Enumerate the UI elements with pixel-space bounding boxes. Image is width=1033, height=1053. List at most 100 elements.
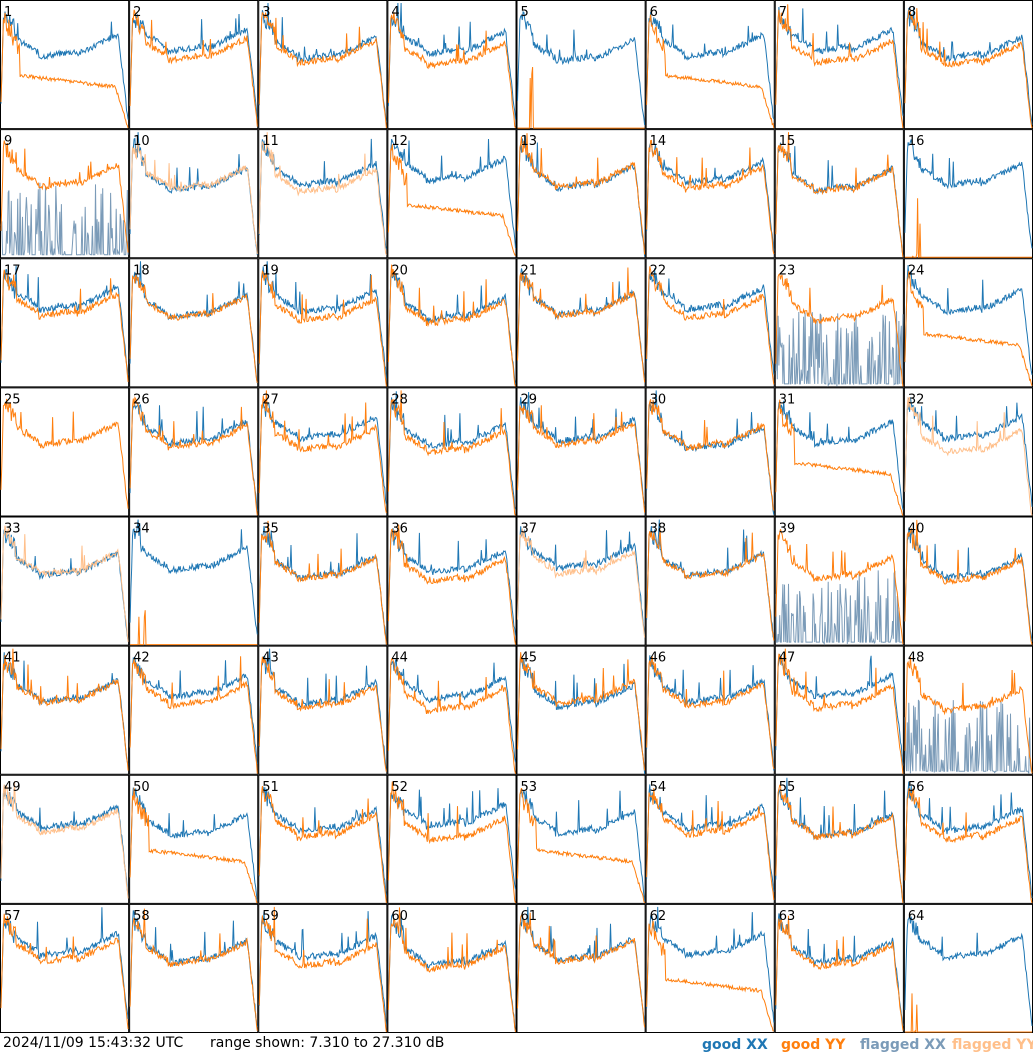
good-yy-line — [0, 140, 129, 253]
panel-label: 56 — [908, 780, 925, 795]
panel-label: 28 — [391, 392, 408, 407]
panel-label: 53 — [521, 780, 538, 795]
good-yy-line — [904, 993, 1032, 1033]
panel-18: 18 — [129, 258, 259, 388]
good-xx-line — [646, 906, 775, 1023]
good-xx-line — [0, 907, 129, 1019]
good-xx-line — [387, 268, 516, 385]
panel-label: 25 — [4, 392, 21, 407]
good-yy-line — [129, 787, 258, 904]
panel-45: 45 — [516, 645, 646, 775]
panel-label: 40 — [908, 522, 925, 537]
good-yy-line — [0, 398, 129, 509]
panel-frame — [0, 387, 130, 517]
panel-30: 30 — [645, 387, 775, 517]
good-yy-line — [387, 657, 516, 774]
panel-label: 47 — [779, 651, 796, 666]
panel-label: 12 — [391, 134, 408, 149]
panel-59: 59 — [258, 903, 388, 1033]
good-xx-line — [646, 519, 775, 639]
good-xx-line — [387, 2, 516, 120]
panel-frame — [903, 387, 1033, 517]
panel-frame — [903, 258, 1033, 388]
panel-frame — [258, 903, 388, 1033]
good-yy-line — [258, 270, 387, 387]
panel-8: 8 — [903, 0, 1033, 130]
panel-61: 61 — [516, 903, 646, 1033]
panel-22: 22 — [645, 258, 775, 388]
panel-label: 50 — [133, 780, 150, 795]
good-yy-line — [646, 14, 775, 129]
panel-50: 50 — [129, 774, 259, 904]
panel-label: 49 — [4, 780, 21, 795]
panel-44: 44 — [387, 645, 517, 775]
panel-frame — [0, 0, 130, 130]
range-label: range shown: 7.310 to 27.310 dB — [210, 1035, 445, 1051]
panel-frame — [0, 516, 130, 646]
panel-label: 58 — [133, 909, 150, 924]
good-yy-line — [387, 390, 516, 516]
panel-42: 42 — [129, 645, 259, 775]
good-yy-line — [904, 656, 1033, 774]
panel-frame — [645, 0, 775, 130]
panel-label: 52 — [391, 780, 408, 795]
panel-label: 54 — [650, 780, 667, 795]
panel-20: 20 — [387, 258, 517, 388]
good-yy-line — [517, 66, 645, 129]
good-yy-line — [0, 12, 129, 129]
good-yy-line — [775, 273, 904, 387]
good-xx-line — [904, 397, 1033, 507]
panel-frame — [387, 0, 517, 130]
good-yy-line — [646, 529, 775, 641]
good-xx-line — [775, 142, 904, 257]
panel-26: 26 — [129, 387, 259, 517]
panel-frame — [387, 516, 517, 646]
panel-label: 60 — [391, 909, 408, 924]
panel-49: 49 — [0, 774, 130, 904]
panel-53: 53 — [516, 774, 646, 904]
good-yy-line — [517, 787, 646, 904]
panel-frame — [774, 774, 904, 904]
panel-27: 27 — [258, 387, 388, 517]
panel-55: 55 — [774, 774, 904, 904]
good-xx-line — [387, 391, 516, 510]
good-yy-line — [775, 4, 904, 129]
good-yy-line — [775, 132, 904, 258]
panel-frame — [0, 645, 130, 775]
good-yy-line — [775, 529, 904, 645]
good-xx-line — [646, 140, 775, 251]
good-yy-line — [646, 139, 775, 255]
panel-frame — [774, 0, 904, 130]
good-yy-line — [258, 906, 387, 1033]
panel-41: 41 — [0, 645, 130, 775]
good-yy-line — [129, 9, 258, 127]
panel-14: 14 — [645, 129, 775, 259]
good-xx-line — [517, 526, 646, 636]
panel-frame — [516, 516, 646, 646]
good-xx-line — [646, 390, 775, 515]
panel-10: 10 — [129, 129, 259, 259]
good-yy-line — [387, 781, 516, 904]
flagged-xx-line — [775, 311, 904, 388]
panel-label: 57 — [4, 909, 21, 924]
panel-6: 6 — [645, 0, 775, 130]
good-xx-line — [0, 785, 129, 897]
good-xx-line — [517, 135, 646, 257]
good-yy-line — [775, 915, 904, 1031]
panel-3: 3 — [258, 0, 388, 130]
panel-label: 18 — [133, 263, 150, 278]
good-xx-line — [129, 656, 258, 765]
good-yy-line — [646, 266, 775, 385]
panel-frame — [0, 258, 130, 388]
panel-frame — [516, 129, 646, 259]
panel-label: 32 — [908, 392, 925, 407]
panel-62: 62 — [645, 903, 775, 1033]
good-yy-line — [0, 648, 129, 771]
panel-label: 64 — [908, 909, 925, 924]
panel-label: 21 — [521, 263, 538, 278]
panel-51: 51 — [258, 774, 388, 904]
good-xx-line — [387, 528, 516, 636]
flagged-yy-line — [129, 141, 258, 255]
good-yy-line — [646, 399, 775, 511]
panel-34: 34 — [129, 516, 259, 646]
